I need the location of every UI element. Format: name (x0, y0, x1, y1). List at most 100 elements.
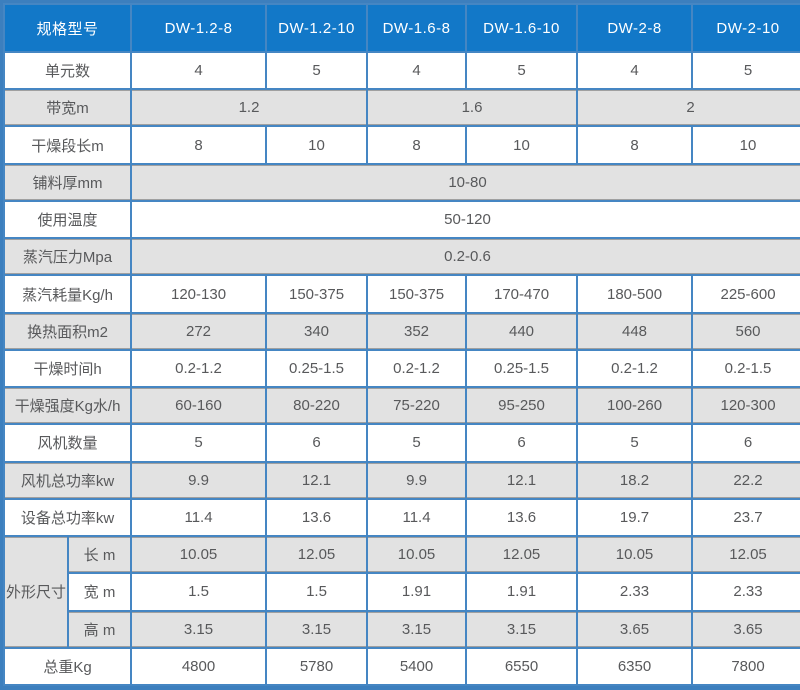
cell-value: 0.2-1.2 (576, 348, 694, 389)
cell-value: 10 (265, 125, 369, 165)
cell-value: 5 (465, 50, 579, 91)
cell-value: 5 (130, 423, 268, 463)
cell-value: 0.25-1.5 (465, 348, 579, 389)
cell-value: 23.7 (691, 497, 800, 538)
row-label: 带宽m (2, 88, 133, 128)
cell-value: 10 (691, 125, 800, 165)
cell-value: 120-300 (691, 386, 800, 426)
row-label: 铺料厚mm (2, 162, 133, 202)
row-label: 外形尺寸 (3, 535, 69, 649)
row-label: 换热面积m2 (2, 311, 133, 351)
row-label: 蒸汽压力Mpa (2, 237, 133, 277)
row-label: 设备总功率kw (2, 497, 133, 538)
cell-value: 13.6 (465, 497, 579, 538)
cell-value: 19.7 (576, 497, 694, 538)
row-label: 总重Kg (2, 646, 133, 687)
model-header: DW-1.6-8 (366, 3, 468, 53)
row-label: 干燥强度Kg水/h (2, 386, 133, 426)
cell-value: 120-130 (130, 274, 268, 314)
cell-value: 0.25-1.5 (265, 348, 369, 389)
cell-value: 5400 (366, 646, 468, 687)
cell-value: 4 (576, 50, 694, 91)
cell-value: 12.1 (265, 460, 369, 500)
cell-value: 1.5 (265, 572, 369, 612)
cell-value: 11.4 (366, 497, 468, 538)
cell-value: 170-470 (465, 274, 579, 314)
cell-value: 3.15 (265, 609, 369, 649)
cell-value: 4800 (130, 646, 268, 687)
cell-value: 5780 (265, 646, 369, 687)
cell-value: 448 (576, 311, 694, 351)
row-label: 使用温度 (2, 199, 133, 240)
cell-value: 22.2 (691, 460, 800, 500)
cell-value: 9.9 (130, 460, 268, 500)
table-row: 蒸汽耗量Kg/h 120-130 150-375 150-375 170-470 180-… (2, 274, 800, 314)
table-row: 外形尺寸长 m 10.05 12.05 10.05 12.05 10.05 12.05 (3, 535, 800, 649)
cell-value: 5 (576, 423, 694, 463)
cell-value: 8 (576, 125, 694, 165)
cell-value: 1.91 (465, 572, 579, 612)
table-row: 宽 m 1.5 1.5 1.91 1.91 2.33 2.33 (4, 572, 800, 612)
cell-value: 11.4 (130, 497, 268, 538)
cell-value: 150-375 (366, 274, 468, 314)
cell-value: 60-160 (130, 386, 268, 426)
table-row: 带宽m 1.2 1.6 2 (2, 88, 800, 128)
model-header: DW-1.6-10 (465, 3, 579, 53)
cell-value: 352 (366, 311, 468, 351)
row-label: 风机总功率kw (2, 460, 133, 500)
model-header: DW-2-10 (691, 3, 800, 53)
cell-value: 75-220 (366, 386, 468, 426)
cell-value: 5 (691, 50, 800, 91)
table-row: 风机总功率kw 9.9 12.1 9.9 12.1 18.2 22.2 (2, 460, 800, 500)
cell-value: 1.6 (366, 88, 579, 128)
cell-value: 180-500 (576, 274, 694, 314)
table-row: 铺料厚mm 10-80 (2, 162, 800, 202)
cell-value: 3.15 (130, 609, 268, 649)
cell-value: 50-120 (130, 199, 800, 240)
cell-value: 2 (576, 88, 800, 128)
row-label: 长 m (66, 535, 133, 575)
cell-value: 6 (265, 423, 369, 463)
cell-value: 6350 (576, 646, 694, 687)
cell-value: 10 (465, 125, 579, 165)
cell-value: 4 (366, 50, 468, 91)
row-label: 高 m (66, 609, 133, 649)
table-row: 单元数 4 5 4 5 4 5 (2, 50, 800, 91)
row-label: 风机数量 (2, 423, 133, 463)
model-header: DW-2-8 (576, 3, 694, 53)
cell-value: 0.2-1.5 (691, 348, 800, 389)
row-label: 干燥时间h (2, 348, 133, 389)
table-row: 干燥时间h 0.2-1.2 0.25-1.5 0.2-1.2 0.25-1.5 0.2-1… (2, 348, 800, 389)
cell-value: 12.05 (691, 535, 800, 575)
cell-value: 80-220 (265, 386, 369, 426)
cell-value: 0.2-1.2 (130, 348, 268, 389)
cell-value: 5 (366, 423, 468, 463)
cell-value: 12.05 (265, 535, 369, 575)
cell-value: 4 (130, 50, 268, 91)
cell-value: 9.9 (366, 460, 468, 500)
cell-value: 1.2 (130, 88, 369, 128)
cell-value: 2.33 (576, 572, 694, 612)
header-row: 规格型号 DW-1.2-8 DW-1.2-10 DW-1.6-8 DW-1.6-10 DW… (2, 3, 800, 53)
model-header: DW-1.2-10 (265, 3, 369, 53)
cell-value: 440 (465, 311, 579, 351)
spec-table: 规格型号 DW-1.2-8 DW-1.2-10 DW-1.6-8 DW-1.6-10 DW… (2, 3, 800, 687)
table-row: 干燥段长m 8 10 8 10 8 10 (2, 125, 800, 165)
table-row: 使用温度 50-120 (2, 199, 800, 240)
cell-value: 150-375 (265, 274, 369, 314)
table-row: 风机数量 5 6 5 6 5 6 (2, 423, 800, 463)
cell-value: 10-80 (130, 162, 800, 202)
table-row: 高 m 3.15 3.15 3.15 3.15 3.65 3.65 (4, 609, 800, 649)
cell-value: 12.05 (465, 535, 579, 575)
row-label: 干燥段长m (2, 125, 133, 165)
cell-value: 225-600 (691, 274, 800, 314)
cell-value: 560 (691, 311, 800, 351)
cell-value: 340 (265, 311, 369, 351)
cell-value: 1.5 (130, 572, 268, 612)
table-row: 总重Kg 4800 5780 5400 6550 6350 7800 (2, 646, 800, 687)
spec-model-header: 规格型号 (2, 3, 133, 53)
cell-value: 13.6 (265, 497, 369, 538)
model-header: DW-1.2-8 (130, 3, 268, 53)
cell-value: 6550 (465, 646, 579, 687)
